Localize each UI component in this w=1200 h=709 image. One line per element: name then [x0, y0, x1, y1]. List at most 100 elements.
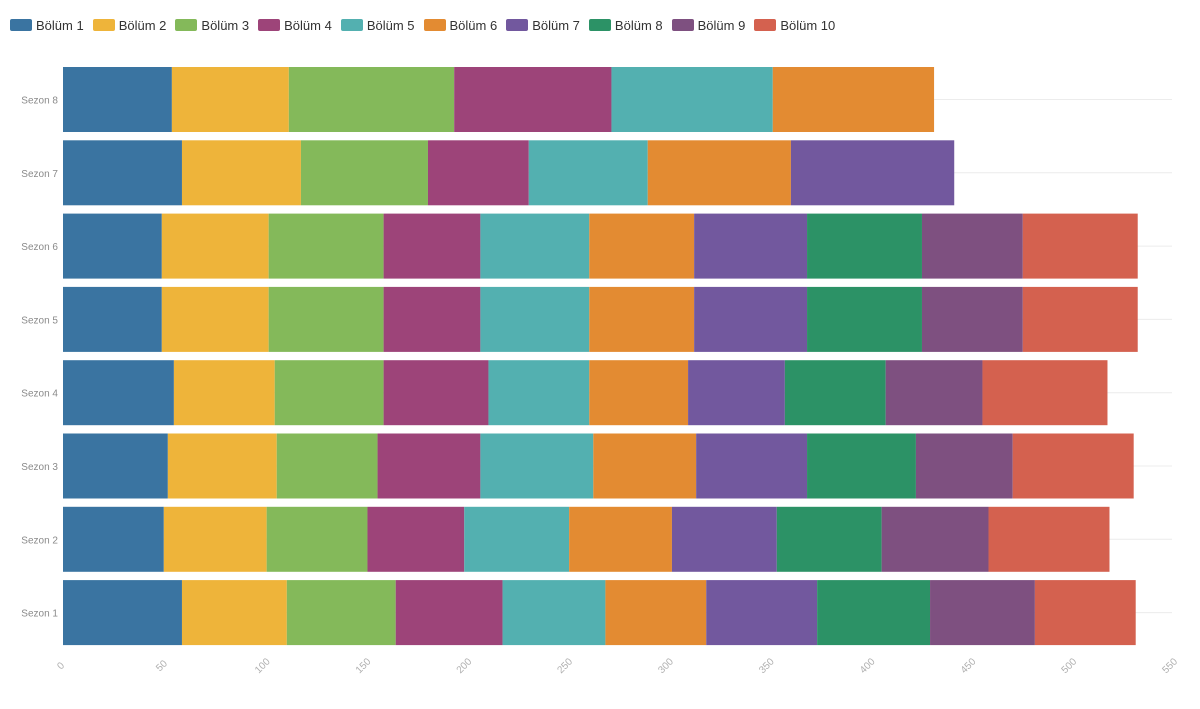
bar-sezon-2-bolum-2[interactable] [163, 506, 267, 572]
bar-sezon-4-bolum-1[interactable] [63, 360, 174, 426]
bar-sezon-3-bolum-10[interactable] [1012, 433, 1134, 499]
legend-label: Bölüm 3 [201, 17, 250, 33]
bar-sezon-8-bolum-6[interactable] [772, 67, 935, 132]
bar-sezon-3-bolum-1[interactable] [63, 433, 168, 499]
bar-sezon-4-bolum-6[interactable] [589, 360, 689, 426]
legend-label: Bölüm 6 [449, 17, 498, 33]
bar-sezon-1-bolum-8[interactable] [817, 580, 931, 646]
bar-sezon-2-bolum-4[interactable] [367, 506, 465, 572]
legend-swatch [258, 19, 281, 31]
bar-sezon-4-bolum-4[interactable] [383, 360, 489, 426]
bar-sezon-6-bolum-10[interactable] [1022, 213, 1138, 279]
bar-sezon-2-bolum-6[interactable] [569, 506, 672, 572]
bar-sezon-6-bolum-2[interactable] [161, 213, 269, 279]
bar-sezon-8-bolum-4[interactable] [454, 67, 612, 132]
legend-swatch [754, 19, 777, 31]
x-tick-label: 350 [757, 656, 777, 676]
legend-item-bolum-4[interactable]: Bölüm 4 [258, 18, 332, 33]
legend-item-bolum-8[interactable]: Bölüm 8 [588, 18, 663, 33]
bar-sezon-6-bolum-1[interactable] [63, 213, 162, 279]
bar-sezon-7-bolum-1[interactable] [63, 140, 182, 206]
bar-sezon-5-bolum-6[interactable] [589, 286, 695, 352]
bar-sezon-2-bolum-9[interactable] [881, 506, 989, 572]
bar-sezon-5-bolum-3[interactable] [268, 286, 384, 352]
bar-sezon-8-bolum-3[interactable] [288, 67, 455, 132]
x-tick-label: 0 [55, 660, 67, 672]
bar-sezon-3-bolum-9[interactable] [915, 433, 1013, 499]
bar-sezon-6-bolum-3[interactable] [268, 213, 384, 279]
bar-sezon-8-bolum-5[interactable] [611, 67, 773, 132]
bar-sezon-4-bolum-5[interactable] [488, 360, 590, 426]
legend-label: Bölüm 2 [118, 17, 167, 33]
bar-sezon-7-bolum-3[interactable] [300, 140, 428, 206]
bar-sezon-4-bolum-8[interactable] [784, 360, 886, 426]
bar-sezon-1-bolum-1[interactable] [63, 580, 182, 646]
bar-sezon-5-bolum-2[interactable] [161, 286, 269, 352]
bar-sezon-5-bolum-7[interactable] [694, 286, 808, 352]
bar-sezon-5-bolum-4[interactable] [383, 286, 481, 352]
bar-sezon-5-bolum-10[interactable] [1022, 286, 1138, 352]
bar-sezon-1-bolum-10[interactable] [1034, 580, 1136, 646]
bar-sezon-7-bolum-7[interactable] [790, 140, 955, 206]
x-tick-label: 500 [1060, 656, 1080, 676]
legend-item-bolum-6[interactable]: Bölüm 6 [423, 17, 498, 33]
bar-sezon-3-bolum-4[interactable] [377, 433, 481, 499]
bar-sezon-1-bolum-6[interactable] [605, 580, 707, 646]
legend-label: Bölüm 4 [284, 17, 332, 33]
bar-sezon-1-bolum-5[interactable] [502, 580, 606, 646]
bar-sezon-7-bolum-5[interactable] [528, 140, 648, 206]
legend-label: Bölüm 9 [697, 17, 746, 33]
legend-item-bolum-2[interactable]: Bölüm 2 [92, 17, 167, 33]
bar-sezon-7-bolum-6[interactable] [647, 140, 791, 206]
bar-sezon-2-bolum-1[interactable] [63, 506, 164, 572]
legend-item-bolum-9[interactable]: Bölüm 9 [671, 17, 746, 33]
bar-sezon-1-bolum-3[interactable] [286, 580, 396, 646]
bar-sezon-1-bolum-4[interactable] [395, 580, 503, 646]
y-tick-label: Sezon 8 [21, 96, 58, 107]
bar-sezon-6-bolum-9[interactable] [921, 213, 1023, 279]
bar-sezon-6-bolum-5[interactable] [480, 213, 590, 279]
bar-sezon-4-bolum-3[interactable] [274, 360, 384, 426]
bar-sezon-4-bolum-2[interactable] [173, 360, 275, 426]
bar-sezon-4-bolum-10[interactable] [982, 360, 1108, 426]
bar-sezon-8-bolum-1[interactable] [63, 67, 172, 132]
bar-sezon-2-bolum-3[interactable] [266, 506, 368, 572]
bar-sezon-6-bolum-4[interactable] [383, 213, 481, 279]
bar-sezon-4-bolum-7[interactable] [688, 360, 785, 426]
bar-sezon-5-bolum-5[interactable] [480, 286, 590, 352]
legend-item-bolum-1[interactable]: Bölüm 1 [10, 18, 84, 33]
legend-item-bolum-5[interactable]: Bölüm 5 [340, 18, 415, 33]
legend-item-bolum-3[interactable]: Bölüm 3 [175, 18, 249, 33]
bar-sezon-3-bolum-7[interactable] [696, 433, 808, 499]
legend-item-bolum-10[interactable]: Bölüm 10 [754, 18, 835, 33]
bar-sezon-8-bolum-2[interactable] [171, 67, 289, 132]
legend-item-bolum-7[interactable]: Bölüm 7 [506, 18, 580, 33]
bar-sezon-5-bolum-8[interactable] [807, 286, 922, 352]
bar-sezon-6-bolum-6[interactable] [589, 213, 695, 279]
bar-sezon-2-bolum-10[interactable] [988, 506, 1110, 572]
legend-swatch [506, 19, 529, 31]
bar-sezon-3-bolum-5[interactable] [480, 433, 594, 499]
bar-sezon-1-bolum-7[interactable] [706, 580, 818, 646]
bar-sezon-3-bolum-3[interactable] [276, 433, 378, 499]
bar-sezon-4-bolum-9[interactable] [885, 360, 983, 426]
bar-sezon-5-bolum-9[interactable] [921, 286, 1023, 352]
legend-label: Bölüm 10 [780, 17, 836, 33]
bar-sezon-3-bolum-6[interactable] [593, 433, 697, 499]
y-tick-label: Sezon 5 [21, 315, 58, 326]
bar-sezon-3-bolum-2[interactable] [167, 433, 277, 499]
legend-label: Bölüm 1 [36, 17, 84, 33]
bar-sezon-2-bolum-5[interactable] [464, 506, 570, 572]
bar-sezon-3-bolum-8[interactable] [807, 433, 916, 499]
bar-sezon-7-bolum-4[interactable] [427, 140, 529, 206]
bar-sezon-5-bolum-1[interactable] [63, 286, 162, 352]
bar-sezon-1-bolum-9[interactable] [930, 580, 1035, 646]
x-tick-label: 550 [1160, 656, 1180, 676]
bar-sezon-1-bolum-2[interactable] [181, 580, 287, 646]
bar-sezon-7-bolum-2[interactable] [181, 140, 301, 206]
x-tick-label: 200 [455, 656, 475, 676]
bar-sezon-2-bolum-7[interactable] [671, 506, 777, 572]
bar-sezon-2-bolum-8[interactable] [776, 506, 882, 572]
bar-sezon-6-bolum-8[interactable] [807, 213, 922, 279]
bar-sezon-6-bolum-7[interactable] [694, 213, 808, 279]
